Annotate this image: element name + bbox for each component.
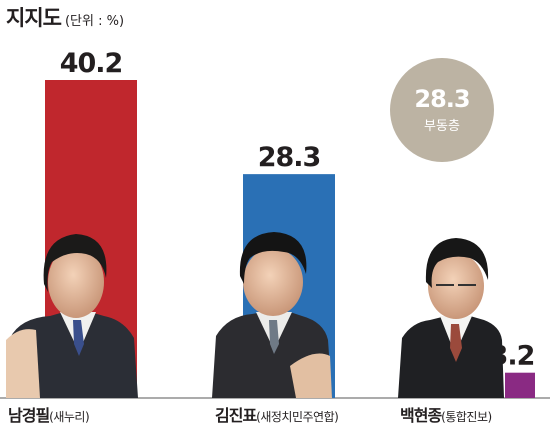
candidate-name: 백현종 xyxy=(400,406,442,425)
undecided-value: 28.3 xyxy=(414,85,470,113)
undecided-label: 부동층 xyxy=(424,119,460,134)
bar-3 xyxy=(505,372,535,398)
value-label-1: 40.2 xyxy=(60,48,123,79)
candidate-party: (새누리) xyxy=(49,410,90,424)
unit-note: (단위 : %) xyxy=(64,14,125,29)
undecided-bubble: 28.3 부동층 xyxy=(390,58,494,162)
candidate-party: (새정치민주연합) xyxy=(256,410,339,424)
candidate-name: 김진표 xyxy=(215,406,257,425)
candidate-photo-3 xyxy=(398,238,504,398)
candidate-photo-2 xyxy=(212,232,332,398)
candidate-photo-1 xyxy=(6,234,138,398)
candidate-party: (통합진보) xyxy=(441,410,492,424)
candidate-label-1: 남경필(새누리) xyxy=(8,402,90,426)
candidate-name: 남경필 xyxy=(8,406,50,425)
value-label-2: 28.3 xyxy=(258,142,321,173)
candidate-label-2: 김진표(새정치민주연합) xyxy=(215,402,339,426)
candidate-label-3: 백현종(통합진보) xyxy=(400,402,492,426)
chart-title: 지지도 (단위 : %) xyxy=(6,2,124,32)
title-text: 지지도 xyxy=(6,6,62,30)
